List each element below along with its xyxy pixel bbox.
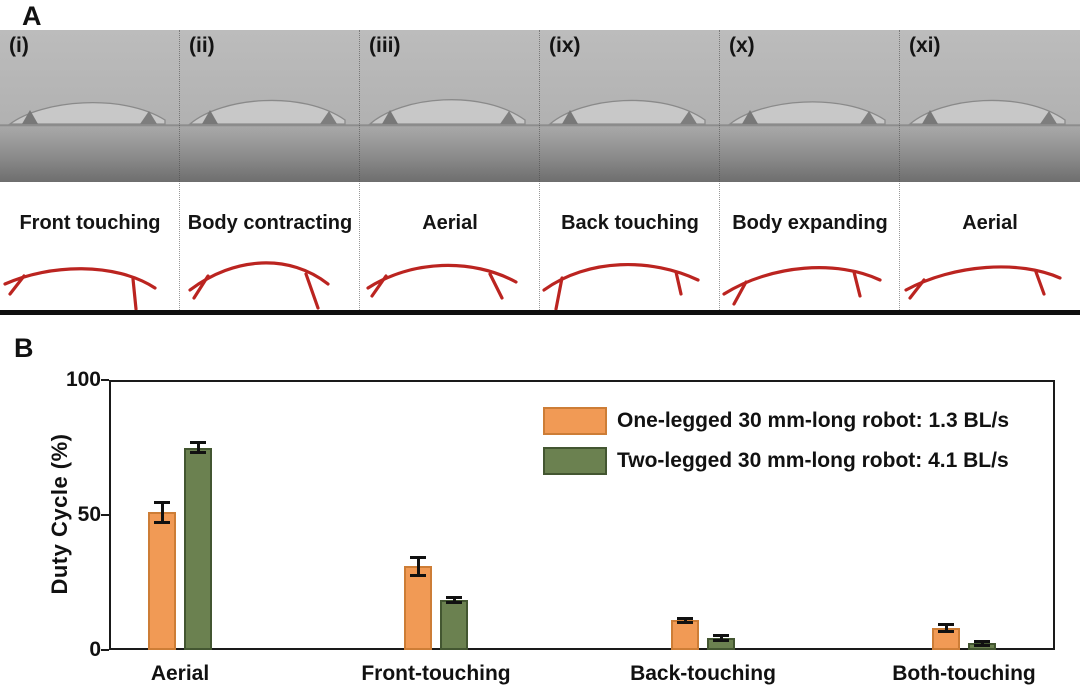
gait-diagram-drawing — [722, 266, 882, 306]
error-bar-cap-top — [713, 634, 729, 638]
duty-cycle-chart: Duty Cycle (%) 0 50 100 Aerial Front-touchin… — [0, 330, 1080, 689]
photo-frame: (ix) — [540, 30, 720, 182]
error-bar-line — [683, 617, 687, 623]
frame-separator — [899, 30, 900, 310]
frame-index-label: (i) — [9, 34, 29, 57]
error-bar-cap-top — [410, 555, 426, 559]
frame-separator — [719, 30, 720, 310]
gait-diagram-drawing — [366, 263, 518, 300]
gait-diagram — [720, 248, 900, 310]
error-bar-line — [160, 501, 164, 524]
error-bar-cap-bottom — [713, 638, 729, 642]
phase-label-row: Front touching Body contracting Aerial Back… — [0, 182, 1080, 248]
gait-diagram — [0, 248, 180, 311]
y-tick-mark — [101, 379, 109, 381]
error-bar-cap-top — [974, 639, 990, 643]
legend-label: Two-legged 30 mm-long robot: 4.1 BL/s — [617, 449, 1009, 472]
error-bar-cap-bottom — [410, 573, 426, 577]
x-category-label: Both-touching — [892, 662, 1036, 685]
error-bar-cap-top — [677, 616, 693, 620]
error-bar-line — [416, 556, 420, 576]
error-bar-cap-bottom — [446, 600, 462, 604]
gait-diagram — [360, 248, 540, 310]
legend-swatch — [543, 447, 607, 475]
error-bar-cap-top — [190, 441, 206, 445]
phase-label: Body contracting — [187, 212, 353, 234]
gait-diagram-row — [0, 248, 1080, 311]
panel-b-label: B — [14, 333, 34, 363]
error-bar-cap-bottom — [938, 630, 954, 634]
legend-swatch — [543, 407, 607, 435]
robot-photo — [720, 30, 900, 182]
bar-two-legged — [440, 600, 468, 650]
frame-index-label: (iii) — [369, 34, 401, 57]
y-tick-mark — [101, 514, 109, 516]
gait-diagram — [900, 248, 1080, 310]
error-bar-cap-top — [154, 500, 170, 504]
frame-index-label: (xi) — [909, 34, 941, 57]
bar-one-legged — [148, 512, 176, 650]
error-bar-cap-bottom — [677, 621, 693, 624]
error-bar-line — [196, 442, 200, 453]
bar-one-legged — [404, 566, 432, 650]
robot-photo — [900, 30, 1080, 182]
ground-line — [0, 310, 1080, 315]
photo-frame: (i) — [0, 30, 180, 182]
frame-separator — [359, 30, 360, 310]
phase-label: Aerial — [962, 212, 1018, 234]
robot-photo — [540, 30, 720, 182]
error-bar-cap-bottom — [190, 450, 206, 454]
photo-frame: (iii) — [360, 30, 540, 182]
error-bar-cap-bottom — [974, 643, 990, 647]
y-tick-label: 100 — [65, 368, 101, 391]
x-category-label: Back-touching — [630, 662, 776, 685]
gait-diagram-drawing — [904, 265, 1062, 300]
robot-photo — [0, 30, 180, 182]
gait-diagram-drawing — [542, 263, 700, 311]
gait-diagram-drawing — [188, 261, 330, 310]
robot-photo — [360, 30, 540, 182]
photo-frame: (xi) — [900, 30, 1080, 182]
frame-index-label: (ii) — [189, 34, 215, 57]
phase-label: Aerial — [422, 212, 478, 234]
y-tick-label: 0 — [89, 638, 101, 661]
x-category-label: Aerial — [150, 662, 210, 685]
frame-index-label: (x) — [729, 34, 755, 57]
robot-photo — [180, 30, 360, 182]
phase-label: Front touching — [19, 212, 161, 234]
bar-two-legged — [184, 447, 212, 650]
gait-diagram-drawing — [3, 267, 157, 311]
error-bar-line — [980, 640, 984, 646]
error-bar-cap-bottom — [154, 521, 170, 525]
bar-one-legged — [671, 620, 699, 650]
photo-frame: (x) — [720, 30, 900, 182]
phase-label: Body expanding — [732, 212, 888, 234]
error-bar-cap-top — [446, 596, 462, 600]
y-tick-mark — [101, 649, 109, 651]
error-bar-line — [719, 635, 723, 641]
x-category-label: Front-touching — [361, 662, 511, 685]
photo-strip: (i) (ii) (iii) (ix) (x) (xi) — [0, 30, 1080, 182]
gait-diagram — [540, 248, 720, 311]
y-tick-label: 50 — [77, 503, 101, 526]
gait-diagram — [180, 248, 360, 310]
frame-index-label: (ix) — [549, 34, 581, 57]
legend-label: One-legged 30 mm-long robot: 1.3 BL/s — [617, 409, 1010, 432]
photo-frame: (ii) — [180, 30, 360, 182]
phase-label: Back touching — [561, 212, 699, 234]
frame-separator — [179, 30, 180, 310]
error-bar-cap-top — [938, 623, 954, 627]
error-bar-line — [452, 597, 456, 603]
frame-separator — [539, 30, 540, 310]
error-bar-line — [944, 624, 948, 633]
panel-a-label: A — [22, 1, 42, 31]
